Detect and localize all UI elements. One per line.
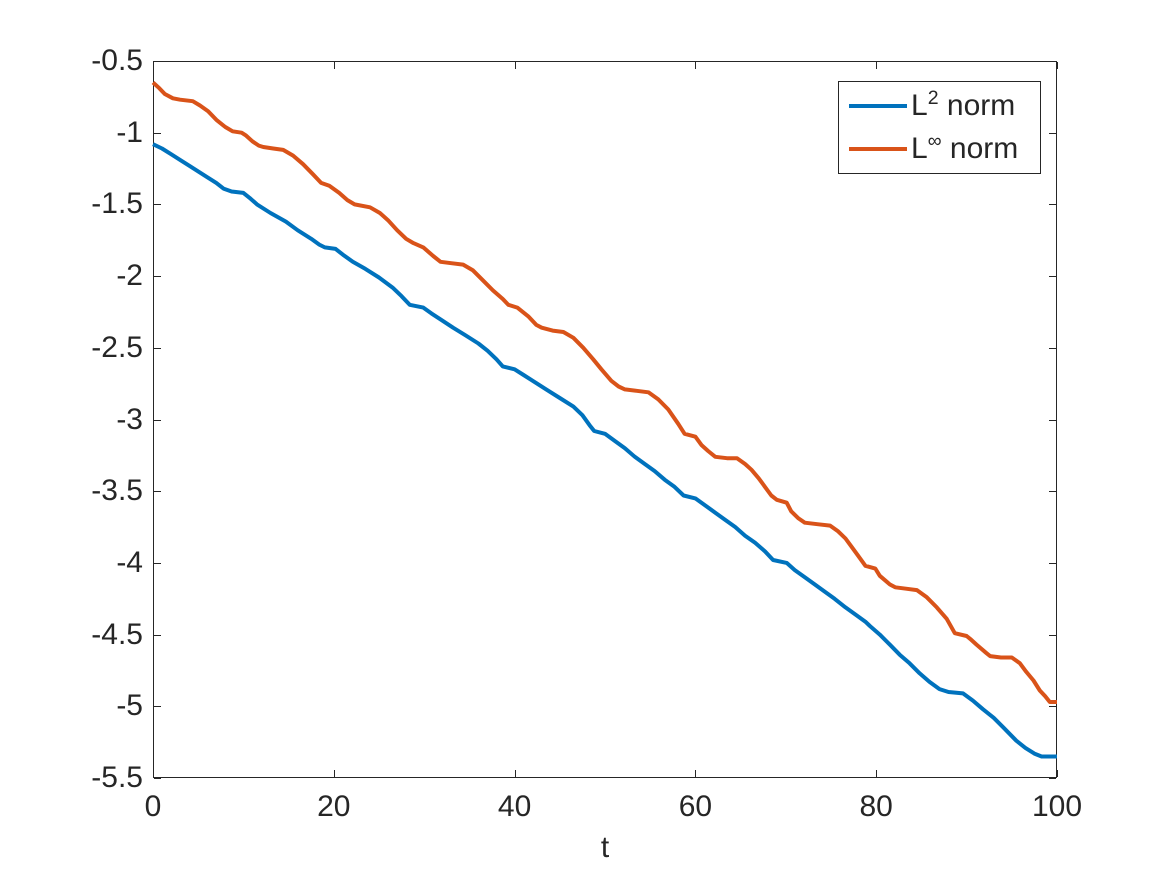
y-tick-label: -1 xyxy=(116,115,143,149)
legend: L2 norm L∞ norm xyxy=(838,81,1041,174)
y-tick-label: -5 xyxy=(116,689,143,723)
x-tick-label: 100 xyxy=(1031,790,1083,823)
y-tick-label: -0.5 xyxy=(91,44,143,77)
y-tick-label: -5.5 xyxy=(91,761,143,794)
series-line-l2-norm xyxy=(152,142,1057,759)
x-tick-label: 20 xyxy=(317,790,351,823)
y-tick-label: -3.5 xyxy=(91,474,143,508)
legend-line-swatch-linf xyxy=(849,147,907,151)
x-tick-label: 80 xyxy=(859,790,893,823)
x-tick-label: 40 xyxy=(497,790,532,823)
series-line-linf-norm xyxy=(151,81,1057,704)
x-tick-label: 0 xyxy=(144,790,162,823)
legend-line-swatch-l2 xyxy=(849,104,907,108)
y-tick-label: -3 xyxy=(116,402,143,436)
legend-label-linf: L∞ norm xyxy=(911,130,1019,165)
legend-item-linf-norm: L∞ norm xyxy=(839,130,1040,166)
y-tick-label: -2 xyxy=(116,259,143,293)
y-tick-label: -2.5 xyxy=(91,330,143,364)
x-axis-label: t xyxy=(600,831,610,864)
y-tick-label: -4 xyxy=(116,545,143,579)
y-tick-label: -1.5 xyxy=(91,187,143,221)
y-tick-label: -4.5 xyxy=(91,617,143,651)
axes-box xyxy=(153,61,1057,778)
legend-item-l2-norm: L2 norm xyxy=(839,87,1040,123)
legend-label-l2: L2 norm xyxy=(911,87,1016,122)
x-tick-label: 60 xyxy=(678,790,713,823)
